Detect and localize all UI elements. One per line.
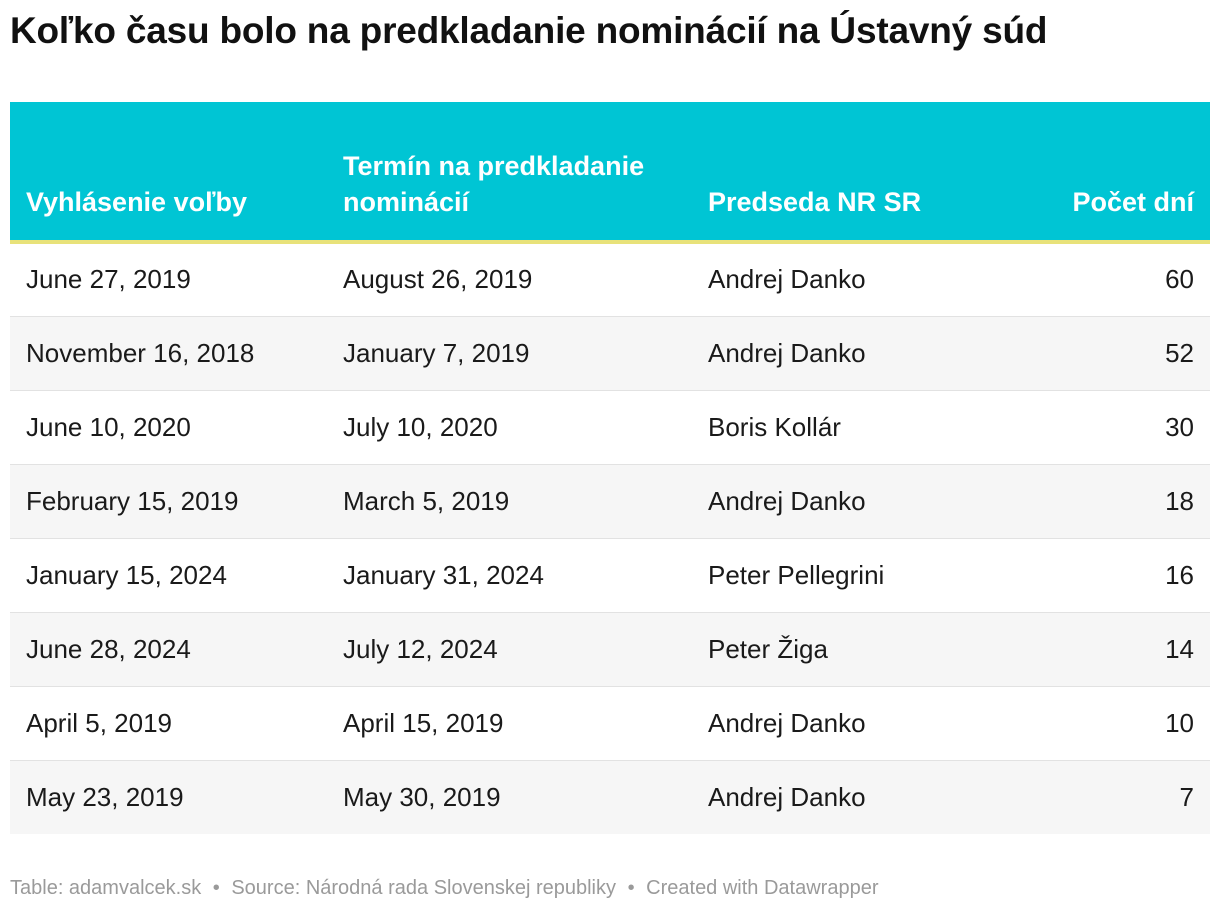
column-header-pocet-dni[interactable]: Počet dní: [1020, 102, 1210, 244]
table-row: April 5, 2019 April 15, 2019 Andrej Danko 1…: [10, 686, 1210, 760]
cell-pocet-dni: 52: [1165, 337, 1194, 368]
cell-pocet-dni: 18: [1165, 485, 1194, 516]
cell-predseda: Andrej Danko: [708, 337, 866, 368]
cell-vyhlasenie: June 10, 2020: [26, 411, 191, 442]
cell-termin: January 31, 2024: [343, 559, 544, 590]
cell-termin: January 7, 2019: [343, 337, 530, 368]
cell-vyhlasenie: January 15, 2024: [26, 559, 227, 590]
column-header-vyhlasenie[interactable]: Vyhlásenie voľby: [10, 102, 327, 244]
cell-predseda: Andrej Danko: [708, 707, 866, 738]
chart-title: Koľko času bolo na predkladanie nomináci…: [10, 10, 1048, 51]
table-row: May 23, 2019 May 30, 2019 Andrej Danko 7: [10, 760, 1210, 834]
table-header: Vyhlásenie voľby Termín na predkladanie …: [10, 102, 1210, 244]
cell-termin: July 12, 2024: [343, 633, 498, 664]
cell-vyhlasenie: June 27, 2019: [26, 264, 191, 295]
table-row: November 16, 2018 January 7, 2019 Andrej D…: [10, 316, 1210, 390]
cell-predseda: Andrej Danko: [708, 781, 866, 812]
footer: Table: adamvalcek.sk • Source: Národná r…: [10, 877, 879, 900]
cell-termin: August 26, 2019: [343, 264, 533, 295]
cell-termin: April 15, 2019: [343, 707, 504, 738]
cell-termin: July 10, 2020: [343, 411, 498, 442]
cell-pocet-dni: 7: [1179, 781, 1194, 812]
cell-predseda: Peter Žiga: [708, 633, 828, 664]
cell-predseda: Boris Kollár: [708, 411, 841, 442]
cell-predseda: Andrej Danko: [708, 485, 866, 516]
footer-created-with: Created with Datawrapper: [646, 877, 879, 899]
column-header-predseda[interactable]: Predseda NR SR: [692, 102, 1020, 244]
cell-vyhlasenie: May 23, 2019: [26, 781, 184, 812]
cell-vyhlasenie: February 15, 2019: [26, 485, 239, 516]
cell-pocet-dni: 10: [1165, 707, 1194, 738]
footer-table-credit: Table: adamvalcek.sk: [10, 877, 202, 899]
cell-pocet-dni: 16: [1165, 559, 1194, 590]
table-row: June 27, 2019 August 26, 2019 Andrej Danko…: [10, 242, 1210, 316]
table-row: January 15, 2024 January 31, 2024 Peter Pe…: [10, 538, 1210, 612]
data-table-container: Vyhlásenie voľby Termín na predkladanie …: [10, 102, 1210, 834]
header-row: Vyhlásenie voľby Termín na predkladanie …: [10, 102, 1210, 244]
cell-pocet-dni: 14: [1165, 633, 1194, 664]
footer-separator: •: [212, 877, 220, 899]
cell-termin: May 30, 2019: [343, 781, 501, 812]
cell-termin: March 5, 2019: [343, 485, 510, 516]
cell-vyhlasenie: June 28, 2024: [26, 633, 191, 664]
cell-pocet-dni: 30: [1165, 411, 1194, 442]
table-row: June 10, 2020 July 10, 2020 Boris Kollár 30: [10, 390, 1210, 464]
table-row: February 15, 2019 March 5, 2019 Andrej Dan…: [10, 464, 1210, 538]
table-row: June 28, 2024 July 12, 2024 Peter Žiga 14: [10, 612, 1210, 686]
column-header-termin[interactable]: Termín na predkladanie nominácií: [327, 102, 692, 244]
footer-separator: •: [627, 877, 635, 899]
table-body: June 27, 2019 August 26, 2019 Andrej Danko…: [10, 242, 1210, 834]
cell-pocet-dni: 60: [1165, 264, 1194, 295]
data-table: Vyhlásenie voľby Termín na predkladanie …: [10, 102, 1210, 834]
cell-vyhlasenie: November 16, 2018: [26, 337, 255, 368]
cell-predseda: Peter Pellegrini: [708, 559, 885, 590]
footer-source: Source: Národná rada Slovenskej republik…: [231, 877, 617, 899]
cell-vyhlasenie: April 5, 2019: [26, 707, 172, 738]
cell-predseda: Andrej Danko: [708, 264, 866, 295]
